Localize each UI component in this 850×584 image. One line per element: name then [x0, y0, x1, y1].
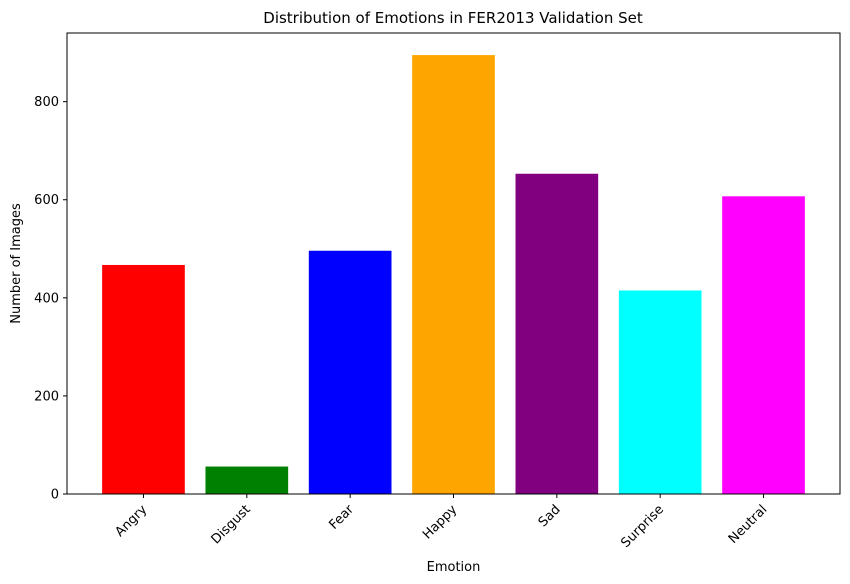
- bar-disgust: [205, 466, 289, 494]
- y-tick-label-600: 600: [34, 193, 59, 208]
- bar-happy: [412, 55, 495, 494]
- bar-angry: [102, 264, 185, 494]
- bar-sad: [515, 173, 599, 494]
- y-tick-label-200: 200: [34, 389, 59, 404]
- bar-fear: [308, 250, 392, 494]
- bar-surprise: [618, 290, 702, 494]
- x-axis-label: Emotion: [427, 560, 481, 575]
- axes-frame: [66, 32, 841, 495]
- y-tick-label-800: 800: [34, 95, 59, 110]
- y-tick-label-0: 0: [51, 488, 59, 503]
- y-tick-label-400: 400: [34, 291, 59, 306]
- plot-area: [102, 55, 805, 494]
- chart-title: Distribution of Emotions in FER2013 Vali…: [263, 9, 643, 27]
- bar-neutral: [722, 196, 805, 494]
- y-axis-label: Number of Images: [9, 203, 24, 324]
